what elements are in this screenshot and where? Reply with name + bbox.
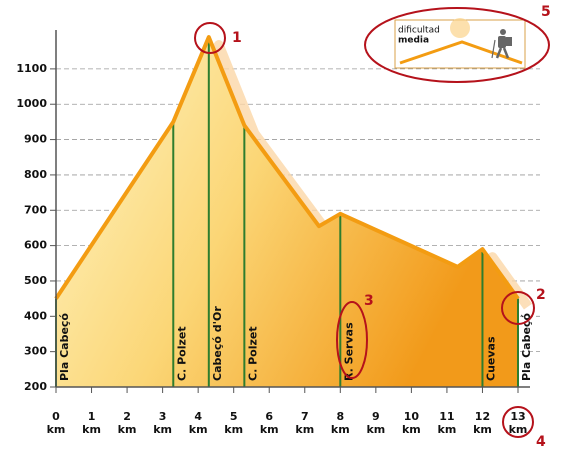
annotation: 1 — [232, 30, 242, 46]
x-unit-label: km — [260, 423, 279, 436]
x-tick-label: 9 — [372, 410, 380, 423]
y-tick-label: 1000 — [16, 97, 47, 110]
x-tick-label: 10 — [404, 410, 420, 423]
annotation: 2 — [536, 287, 546, 303]
x-unit-label: km — [118, 423, 137, 436]
x-tick-label: 11 — [439, 410, 454, 423]
waypoint-label: Pla Cabeçó — [520, 313, 533, 381]
x-tick-label: 8 — [336, 410, 344, 423]
x-unit-label: km — [47, 423, 66, 436]
waypoint-label: Cabeçó d'Or — [211, 306, 224, 381]
annotation: 5 — [541, 4, 551, 20]
x-tick-label: 5 — [230, 410, 238, 423]
waypoint-label: R. Servas — [342, 322, 355, 381]
waypoint-label: Pla Cabeçó — [58, 313, 71, 381]
y-tick-label: 500 — [24, 274, 47, 287]
y-tick-label: 200 — [24, 380, 47, 393]
x-unit-label: km — [295, 423, 314, 436]
x-unit-label: km — [366, 423, 385, 436]
highlight-circle — [364, 7, 550, 83]
badge-mountain — [399, 40, 523, 65]
sun — [450, 18, 470, 38]
x-unit-label: km — [509, 423, 528, 436]
x-unit-label: km — [331, 423, 350, 436]
hiker-icon — [491, 29, 512, 59]
x-unit-label: km — [473, 423, 492, 436]
x-tick-label: 3 — [159, 410, 167, 423]
highlights — [194, 7, 550, 438]
x-tick-label: 4 — [194, 410, 202, 423]
highlight-circle — [501, 291, 535, 325]
difficulty-badge: dificultad media — [394, 18, 526, 69]
y-tick-label: 300 — [24, 345, 47, 358]
waypoint-label: Cuevas — [484, 336, 497, 381]
x-tick-label: 0 — [52, 410, 60, 423]
y-tick-label: 400 — [24, 309, 47, 322]
x-tick-label: 6 — [265, 410, 273, 423]
y-tick-label: 900 — [24, 133, 47, 146]
y-tick-label: 700 — [24, 203, 47, 216]
waypoint-label: C. Polzet — [175, 326, 188, 381]
x-tick-label: 2 — [123, 410, 131, 423]
y-tick-label: 600 — [24, 239, 47, 252]
x-unit-label: km — [189, 423, 208, 436]
x-unit-label: km — [224, 423, 243, 436]
x-unit-label: km — [153, 423, 172, 436]
area-fill — [56, 37, 518, 387]
y-tick-label: 800 — [24, 168, 47, 181]
x-tick-label: 1 — [88, 410, 96, 423]
highlight-circle — [502, 406, 534, 438]
waypoint-label: C. Polzet — [246, 326, 259, 381]
highlight-circle — [194, 22, 226, 54]
x-unit-label: km — [438, 423, 457, 436]
profile-line — [54, 35, 520, 300]
y-tick-label: 1100 — [16, 62, 47, 75]
x-tick-label: 12 — [475, 410, 490, 423]
difficulty-line1: dificultad — [398, 26, 440, 36]
x-tick-label: 13 — [510, 410, 525, 423]
annotation: 4 — [536, 434, 546, 450]
difficulty-line2: media — [398, 36, 429, 46]
x-unit-label: km — [402, 423, 421, 436]
highlight-circle — [336, 301, 368, 379]
annotation: 3 — [364, 293, 374, 309]
x-unit-label: km — [82, 423, 101, 436]
x-tick-label: 7 — [301, 410, 309, 423]
